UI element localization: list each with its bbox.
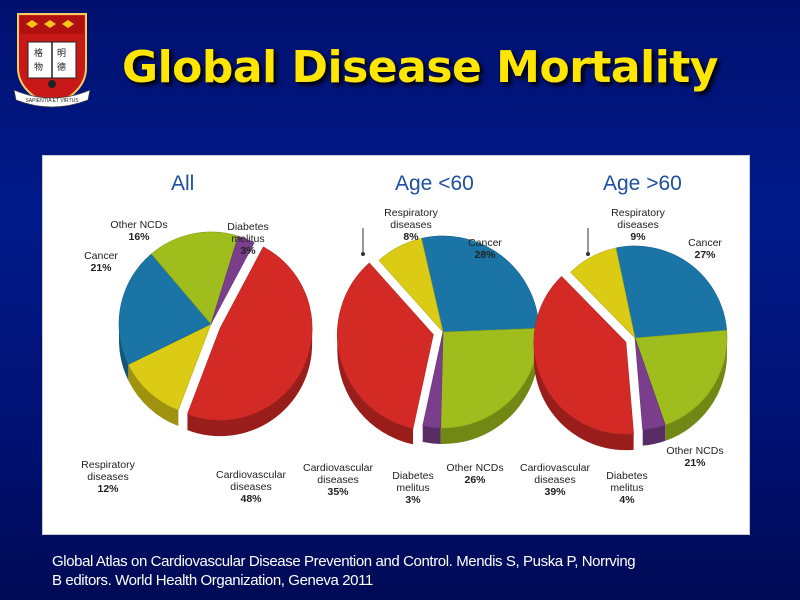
- slice-value-diabetes-melitus: 3%: [240, 245, 256, 257]
- slice-value-other-ncds: 26%: [464, 474, 486, 486]
- pie-side-cardiovascular-diseases: [533, 342, 634, 451]
- slice-value-cancer: 28%: [474, 249, 496, 261]
- slice-value-diabetes-melitus: 4%: [619, 494, 635, 506]
- crest-motto: SAPIENTIA ET VIRTUS: [25, 98, 79, 104]
- crest-char-1: 格: [34, 47, 43, 58]
- chart-title: Age <60: [395, 172, 474, 195]
- pie-slice-cardiovascular-diseases: [337, 262, 434, 429]
- pie-slice-diabetes-melitus: [422, 331, 444, 429]
- pie-slice-other-ncds: [634, 329, 728, 426]
- pie-slice-other-ncds: [150, 231, 239, 325]
- pie-side-cardiovascular-diseases: [337, 334, 414, 445]
- slide-title: Global Disease Mortality: [121, 42, 719, 93]
- slice-value-other-ncds: 16%: [128, 231, 150, 243]
- pie-side-diabetes-melitus: [642, 424, 666, 446]
- pie-side-cancer: [119, 324, 129, 381]
- crest-char-4: 德: [57, 61, 66, 72]
- slice-value-cancer: 27%: [694, 249, 716, 261]
- slice-label-cardiovascular-diseases: Cardiovascular diseases: [216, 469, 287, 493]
- pie-side-other-ncds: [665, 338, 727, 441]
- citation: Global Atlas on Cardiovascular Disease P…: [52, 552, 752, 590]
- pie-side-other-ncds: [440, 332, 539, 444]
- pie-slice-respiratory-diseases: [570, 247, 636, 339]
- pie-side-respiratory-diseases: [128, 364, 179, 427]
- slice-value-cancer: 21%: [90, 262, 112, 274]
- slice-label-cancer: Cancer: [468, 237, 502, 249]
- pie-slice-respiratory-diseases: [378, 238, 444, 333]
- pie-slice-diabetes-melitus: [210, 235, 255, 325]
- slice-label-cardiovascular-diseases: Cardiovascular diseases: [303, 462, 374, 486]
- slice-value-respiratory-diseases: 8%: [403, 231, 419, 243]
- slice-value-respiratory-diseases: 12%: [97, 483, 119, 495]
- slice-value-cardiovascular-diseases: 35%: [327, 486, 349, 498]
- chart-title: Age >60: [603, 172, 682, 195]
- pie-side-cardiovascular-diseases: [187, 328, 313, 437]
- citation-line-1: Global Atlas on Cardiovascular Disease P…: [52, 553, 636, 570]
- slice-label-other-ncds: Other NCDs: [110, 219, 167, 231]
- slice-label-diabetes-melitus: Diabetes melitus: [227, 221, 268, 245]
- slice-label-other-ncds: Other NCDs: [446, 462, 503, 474]
- pie-slice-cancer: [421, 235, 540, 333]
- pie-slice-cardiovascular-diseases: [187, 246, 313, 421]
- pie-slice-cardiovascular-diseases: [533, 276, 634, 435]
- slice-value-other-ncds: 21%: [684, 457, 706, 469]
- slice-label-diabetes-melitus: Diabetes melitus: [392, 470, 433, 494]
- pie-slice-cancer: [615, 245, 728, 339]
- slice-label-respiratory-diseases: Respiratory diseases: [384, 207, 438, 231]
- slice-label-respiratory-diseases: Respiratory diseases: [611, 207, 665, 231]
- pie-slice-respiratory-diseases: [127, 323, 212, 411]
- slice-label-respiratory-diseases: Respiratory diseases: [81, 459, 135, 483]
- pie-side-diabetes-melitus: [422, 425, 441, 444]
- pie-slice-other-ncds: [440, 328, 540, 429]
- slice-label-cancer: Cancer: [688, 237, 722, 249]
- slice-value-diabetes-melitus: 3%: [405, 494, 421, 506]
- crest-char-3: 明: [57, 48, 66, 58]
- pie-slice-diabetes-melitus: [634, 337, 666, 431]
- slice-label-other-ncds: Other NCDs: [666, 445, 723, 457]
- chart-panel: All Cardiovascular diseases 48% Respiratory d…: [42, 155, 750, 535]
- slice-label-cancer: Cancer: [84, 250, 118, 262]
- slice-label-diabetes-melitus: Diabetes melitus: [606, 470, 647, 494]
- chart-title: All: [171, 172, 194, 195]
- crest-char-2: 物: [34, 61, 43, 72]
- citation-line-2: B editors. World Health Organization, Ge…: [52, 572, 373, 589]
- slice-label-cardiovascular-diseases: Cardiovascular diseases: [520, 462, 591, 486]
- slice-value-respiratory-diseases: 9%: [630, 231, 646, 243]
- pie-slice-cancer: [118, 253, 212, 365]
- university-crest-logo: 格 物 明 德 SAPIENTIA ET VIRTUS: [13, 13, 91, 108]
- slice-value-cardiovascular-diseases: 39%: [544, 486, 566, 498]
- leader-dot: [586, 252, 590, 256]
- slice-value-cardiovascular-diseases: 48%: [240, 493, 262, 505]
- leader-dot: [361, 252, 365, 256]
